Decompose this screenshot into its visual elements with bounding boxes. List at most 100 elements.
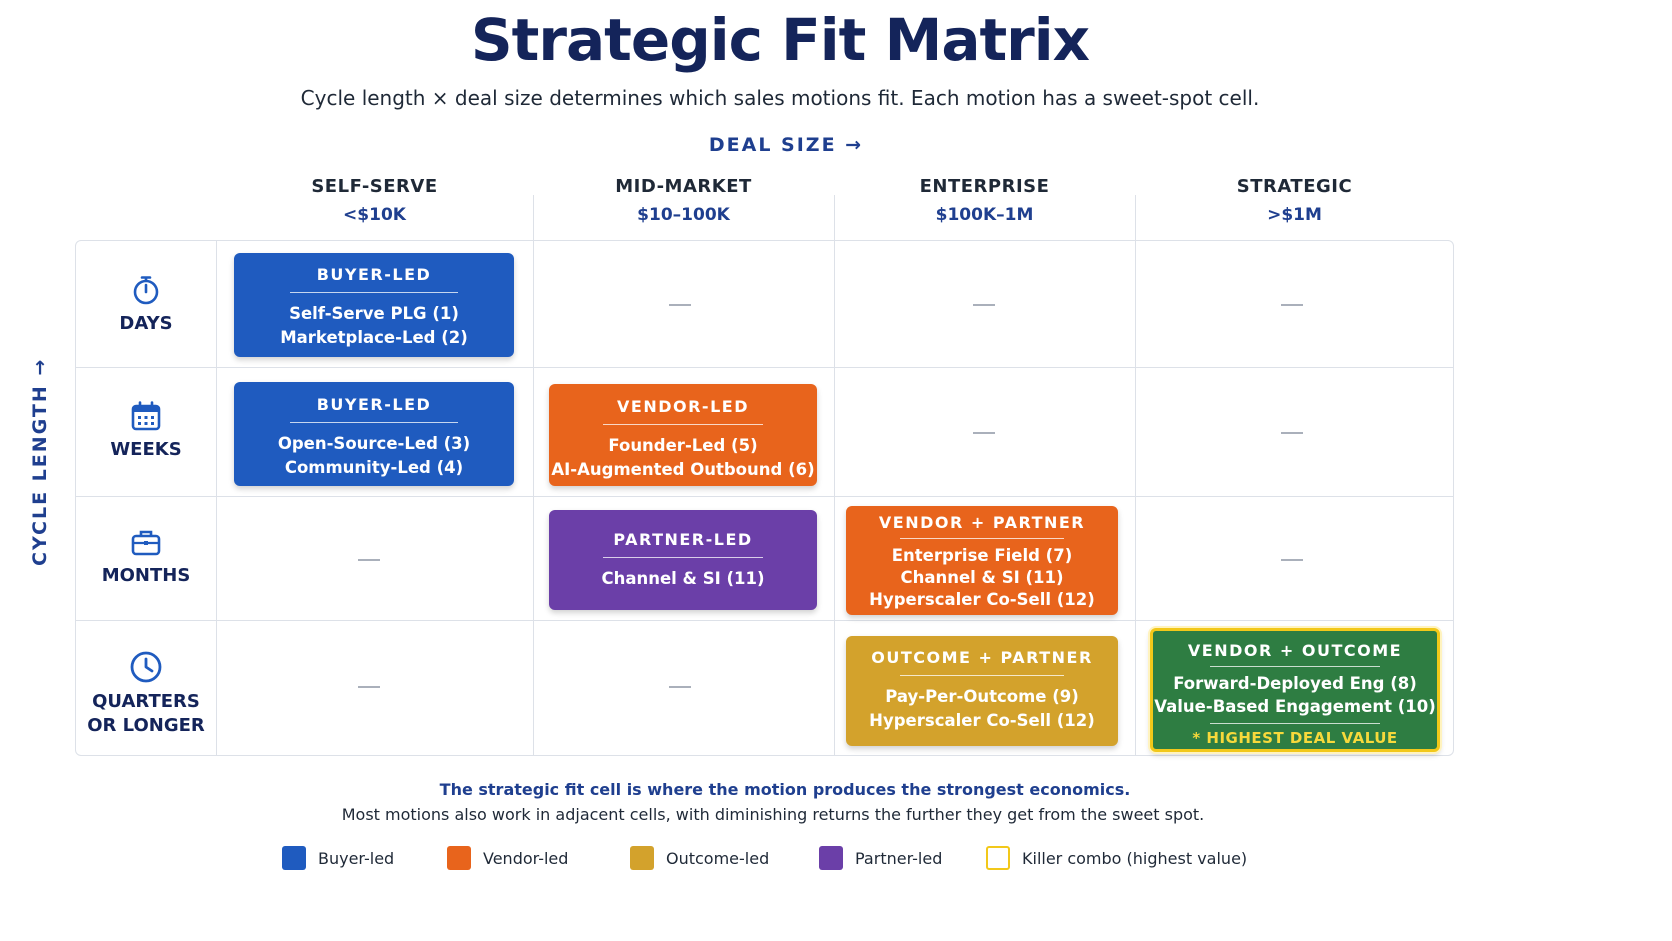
cell-divider [602, 557, 764, 558]
motion-item: AI-Augmented Outbound (6) [551, 460, 815, 479]
cell-months-mid-market: PARTNER-LED Channel & SI (11) [549, 510, 817, 610]
row-header-days: DAYS [76, 274, 216, 336]
motion-item: Channel & SI (11) [601, 569, 765, 588]
cell-divider [290, 422, 458, 423]
empty-cell-marker [669, 304, 691, 306]
legend-item-killer-combo: Killer combo (highest value) [986, 845, 1247, 871]
cell-category: VENDOR + PARTNER [878, 513, 1086, 532]
legend-swatch [630, 846, 654, 870]
motion-item: Value-Based Engagement (10) [1154, 697, 1436, 716]
cell-category: VENDOR + OUTCOME [1187, 641, 1403, 660]
column-name: SELF-SERVE [311, 176, 438, 197]
motion-item: Open-Source-Led (3) [277, 434, 471, 453]
motion-item: Channel & SI (11) [900, 568, 1064, 587]
legend-swatch [986, 846, 1010, 870]
legend-swatch [282, 846, 306, 870]
footnote: Most motions also work in adjacent cells… [341, 805, 1205, 824]
row-label: OR LONGER [87, 715, 205, 736]
cell-divider [602, 424, 764, 425]
motion-item: Enterprise Field (7) [891, 546, 1073, 565]
motion-item: Hyperscaler Co-Sell (12) [869, 590, 1095, 609]
cell-divider [900, 538, 1064, 539]
column-name: MID-MARKET [615, 176, 752, 197]
page-title: Strategic Fit Matrix [470, 6, 1090, 74]
row-label: DAYS [119, 313, 173, 334]
motion-item: Self-Serve PLG (1) [289, 304, 459, 323]
footnote-bold: The strategic fit cell is where the moti… [439, 780, 1131, 799]
grid-row-divider [75, 496, 1454, 497]
column-name: ENTERPRISE [919, 176, 1050, 197]
empty-cell-marker [973, 432, 995, 434]
cell-quarters-strategic: VENDOR + OUTCOME Forward-Deployed Eng (8… [1150, 628, 1440, 752]
empty-cell-marker [669, 686, 691, 688]
clock-icon [130, 651, 162, 683]
legend-item-outcome-led: Outcome-led [630, 845, 769, 871]
legend-item-vendor-led: Vendor-led [447, 845, 568, 871]
row-header-weeks: WEEKS [76, 400, 216, 462]
column-name: STRATEGIC [1236, 176, 1353, 197]
row-label: MONTHS [101, 565, 191, 586]
cycle-length-axis-label: CYCLE LENGTH → [29, 357, 51, 566]
grid-row-divider [75, 620, 1454, 621]
column-header-strategic: STRATEGIC >$1M [1135, 176, 1454, 225]
cell-category: PARTNER-LED [613, 530, 753, 549]
empty-cell-marker [973, 304, 995, 306]
cell-days-self-serve: BUYER-LED Self-Serve PLG (1) Marketplace… [234, 253, 514, 357]
highest-value-badge: * HIGHEST DEAL VALUE [1192, 729, 1398, 747]
grid-column-divider [834, 240, 835, 756]
matrix-grid [75, 240, 1454, 756]
legend-label: Outcome-led [666, 848, 770, 868]
grid-column-divider [533, 240, 534, 756]
column-range: >$1M [1267, 205, 1322, 225]
cell-divider [1209, 666, 1381, 667]
header-divider [533, 195, 534, 241]
cell-weeks-self-serve: BUYER-LED Open-Source-Led (3) Community-… [234, 382, 514, 486]
grid-row-divider [75, 367, 1454, 368]
legend-label: Vendor-led [483, 848, 569, 868]
row-label: QUARTERS [92, 691, 200, 712]
cell-divider [290, 292, 458, 293]
column-header-self-serve: SELF-SERVE <$10K [216, 176, 533, 225]
deal-size-axis-label: DEAL SIZE → [708, 134, 864, 156]
empty-cell-marker [358, 686, 380, 688]
motion-item: Founder-Led (5) [608, 436, 758, 455]
empty-cell-marker [1281, 432, 1303, 434]
cell-weeks-mid-market: VENDOR-LED Founder-Led (5) AI-Augmented … [549, 384, 817, 486]
row-header-quarters: QUARTERS OR LONGER [76, 650, 216, 738]
cell-divider [1209, 723, 1381, 724]
cell-category: BUYER-LED [316, 265, 432, 284]
column-range: $10–100K [637, 205, 730, 225]
briefcase-icon [131, 530, 161, 556]
legend-item-buyer-led: Buyer-led [282, 845, 394, 871]
cell-category: OUTCOME + PARTNER [871, 648, 1093, 667]
cell-category: VENDOR-LED [617, 397, 749, 416]
page-subtitle: Cycle length × deal size determines whic… [300, 86, 1260, 110]
empty-cell-marker [1281, 559, 1303, 561]
column-header-mid-market: MID-MARKET $10–100K [533, 176, 834, 225]
grid-column-divider [216, 240, 217, 756]
calendar-icon [131, 401, 161, 431]
cell-category: BUYER-LED [316, 395, 432, 414]
legend-label: Partner-led [855, 848, 943, 868]
motion-item: Marketplace-Led (2) [280, 328, 468, 347]
column-range: $100K–1M [935, 205, 1034, 225]
motion-item: Hyperscaler Co-Sell (12) [869, 711, 1095, 730]
column-range: <$10K [343, 205, 406, 225]
header-divider [1135, 195, 1136, 241]
legend-label: Buyer-led [318, 848, 395, 868]
header-divider [834, 195, 835, 241]
cell-months-enterprise: VENDOR + PARTNER Enterprise Field (7) Ch… [846, 506, 1118, 615]
column-header-enterprise: ENTERPRISE $100K–1M [834, 176, 1135, 225]
motion-item: Forward-Deployed Eng (8) [1173, 674, 1417, 693]
legend-swatch [819, 846, 843, 870]
legend-label: Killer combo (highest value) [1022, 848, 1248, 868]
row-label: WEEKS [110, 439, 182, 460]
empty-cell-marker [1281, 304, 1303, 306]
motion-item: Community-Led (4) [284, 458, 464, 477]
legend-swatch [447, 846, 471, 870]
empty-cell-marker [358, 559, 380, 561]
motion-item: Pay-Per-Outcome (9) [885, 687, 1079, 706]
grid-column-divider [1135, 240, 1136, 756]
cell-divider [900, 675, 1064, 676]
row-header-months: MONTHS [76, 526, 216, 588]
